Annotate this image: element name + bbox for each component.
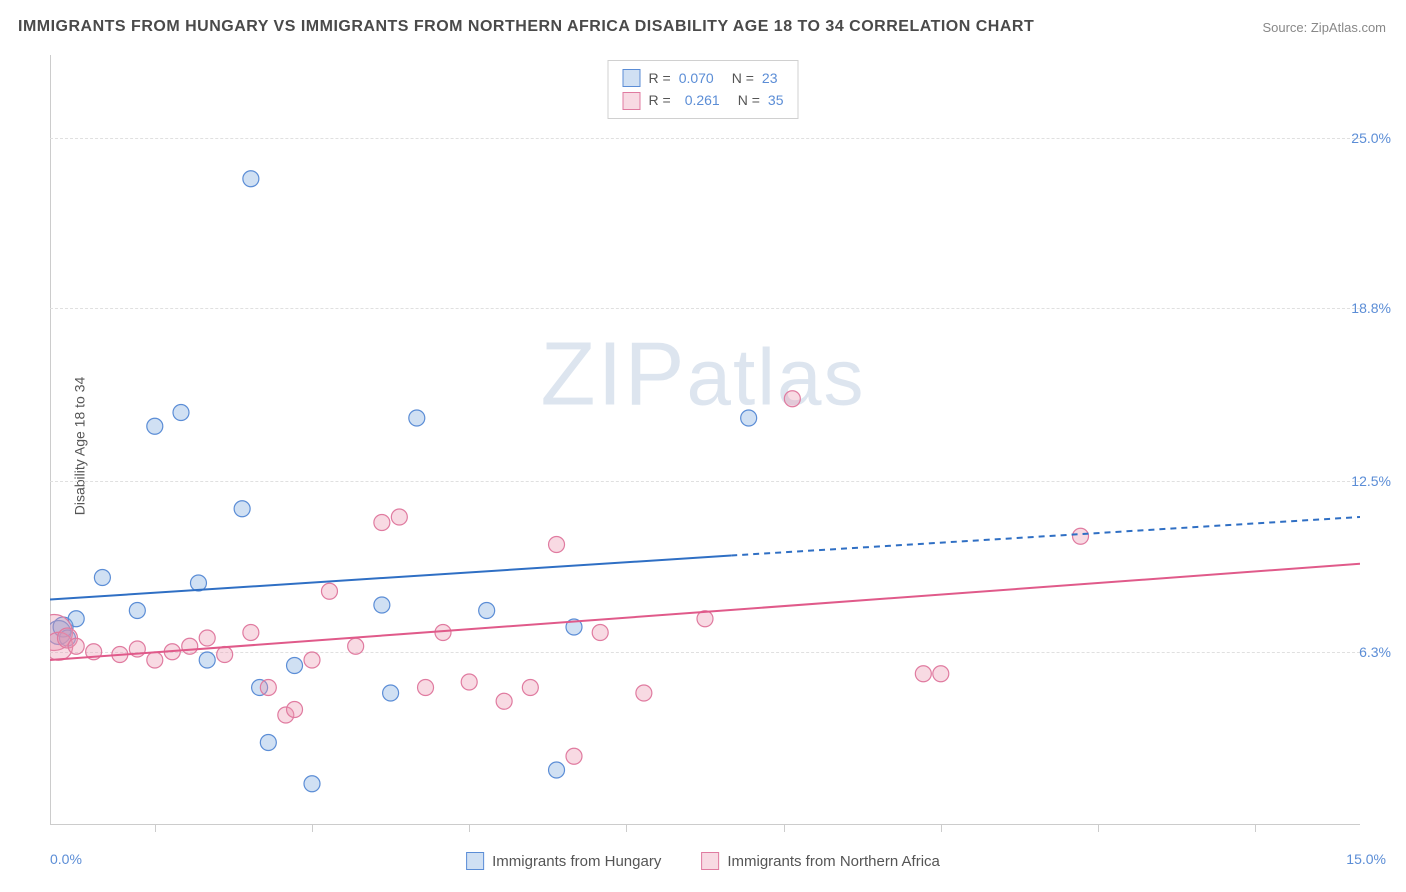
- data-point: [549, 762, 565, 778]
- r-label: R =: [649, 67, 671, 89]
- data-point: [260, 735, 276, 751]
- x-tick: [469, 824, 470, 832]
- data-point: [409, 410, 425, 426]
- x-tick: [784, 824, 785, 832]
- data-point: [636, 685, 652, 701]
- data-point: [915, 666, 931, 682]
- trend-line: [50, 564, 1360, 660]
- data-point: [479, 603, 495, 619]
- x-tick: [941, 824, 942, 832]
- source-attribution: Source: ZipAtlas.com: [1262, 20, 1386, 35]
- data-point: [243, 171, 259, 187]
- data-point: [260, 680, 276, 696]
- trend-line-extrapolated: [731, 517, 1360, 556]
- chart-title: IMMIGRANTS FROM HUNGARY VS IMMIGRANTS FR…: [18, 18, 1034, 36]
- data-point: [147, 418, 163, 434]
- x-tick: [626, 824, 627, 832]
- data-point: [287, 702, 303, 718]
- data-point: [182, 638, 198, 654]
- data-point: [147, 652, 163, 668]
- data-point: [496, 693, 512, 709]
- data-point: [418, 680, 434, 696]
- legend-label-hungary: Immigrants from Hungary: [492, 853, 661, 870]
- data-point: [391, 509, 407, 525]
- legend-stats: R = 0.070 N = 23 R = 0.261 N = 35: [608, 60, 799, 119]
- n-label: N =: [738, 89, 760, 111]
- r-value-nafrica: 0.261: [685, 89, 720, 111]
- x-tick: [155, 824, 156, 832]
- data-point: [383, 685, 399, 701]
- n-value-nafrica: 35: [768, 89, 784, 111]
- data-point: [287, 658, 303, 674]
- data-point: [129, 603, 145, 619]
- data-point: [217, 647, 233, 663]
- data-point: [173, 405, 189, 421]
- n-label: N =: [732, 67, 754, 89]
- data-point: [348, 638, 364, 654]
- x-axis-min-label: 0.0%: [50, 851, 82, 867]
- data-point: [68, 638, 84, 654]
- data-point: [592, 625, 608, 641]
- r-value-hungary: 0.070: [679, 67, 714, 89]
- swatch-hungary-icon: [466, 852, 484, 870]
- x-tick: [1255, 824, 1256, 832]
- chart-svg: [50, 55, 1360, 825]
- data-point: [549, 537, 565, 553]
- data-point: [1073, 528, 1089, 544]
- data-point: [94, 570, 110, 586]
- legend-stats-row-nafrica: R = 0.261 N = 35: [623, 89, 784, 111]
- legend-label-nafrica: Immigrants from Northern Africa: [727, 853, 940, 870]
- data-point: [304, 652, 320, 668]
- data-point: [933, 666, 949, 682]
- data-point: [374, 515, 390, 531]
- data-point: [374, 597, 390, 613]
- legend-item-nafrica: Immigrants from Northern Africa: [701, 852, 940, 870]
- data-point: [461, 674, 477, 690]
- n-value-hungary: 23: [762, 67, 778, 89]
- y-tick-label: 6.3%: [1359, 644, 1391, 660]
- data-point: [234, 501, 250, 517]
- legend-series: Immigrants from Hungary Immigrants from …: [466, 852, 940, 870]
- data-point: [522, 680, 538, 696]
- x-axis-max-label: 15.0%: [1346, 851, 1386, 867]
- legend-stats-row-hungary: R = 0.070 N = 23: [623, 67, 784, 89]
- x-tick: [1098, 824, 1099, 832]
- data-point: [304, 776, 320, 792]
- correlation-chart: IMMIGRANTS FROM HUNGARY VS IMMIGRANTS FR…: [0, 0, 1406, 892]
- trend-line: [50, 556, 731, 600]
- r-label: R =: [649, 89, 671, 111]
- data-point: [199, 630, 215, 646]
- data-point: [566, 748, 582, 764]
- data-point: [199, 652, 215, 668]
- x-tick: [312, 824, 313, 832]
- legend-item-hungary: Immigrants from Hungary: [466, 852, 661, 870]
- data-point: [784, 391, 800, 407]
- swatch-nafrica: [623, 92, 641, 110]
- swatch-nafrica-icon: [701, 852, 719, 870]
- data-point: [321, 583, 337, 599]
- data-point: [741, 410, 757, 426]
- swatch-hungary: [623, 69, 641, 87]
- data-point: [243, 625, 259, 641]
